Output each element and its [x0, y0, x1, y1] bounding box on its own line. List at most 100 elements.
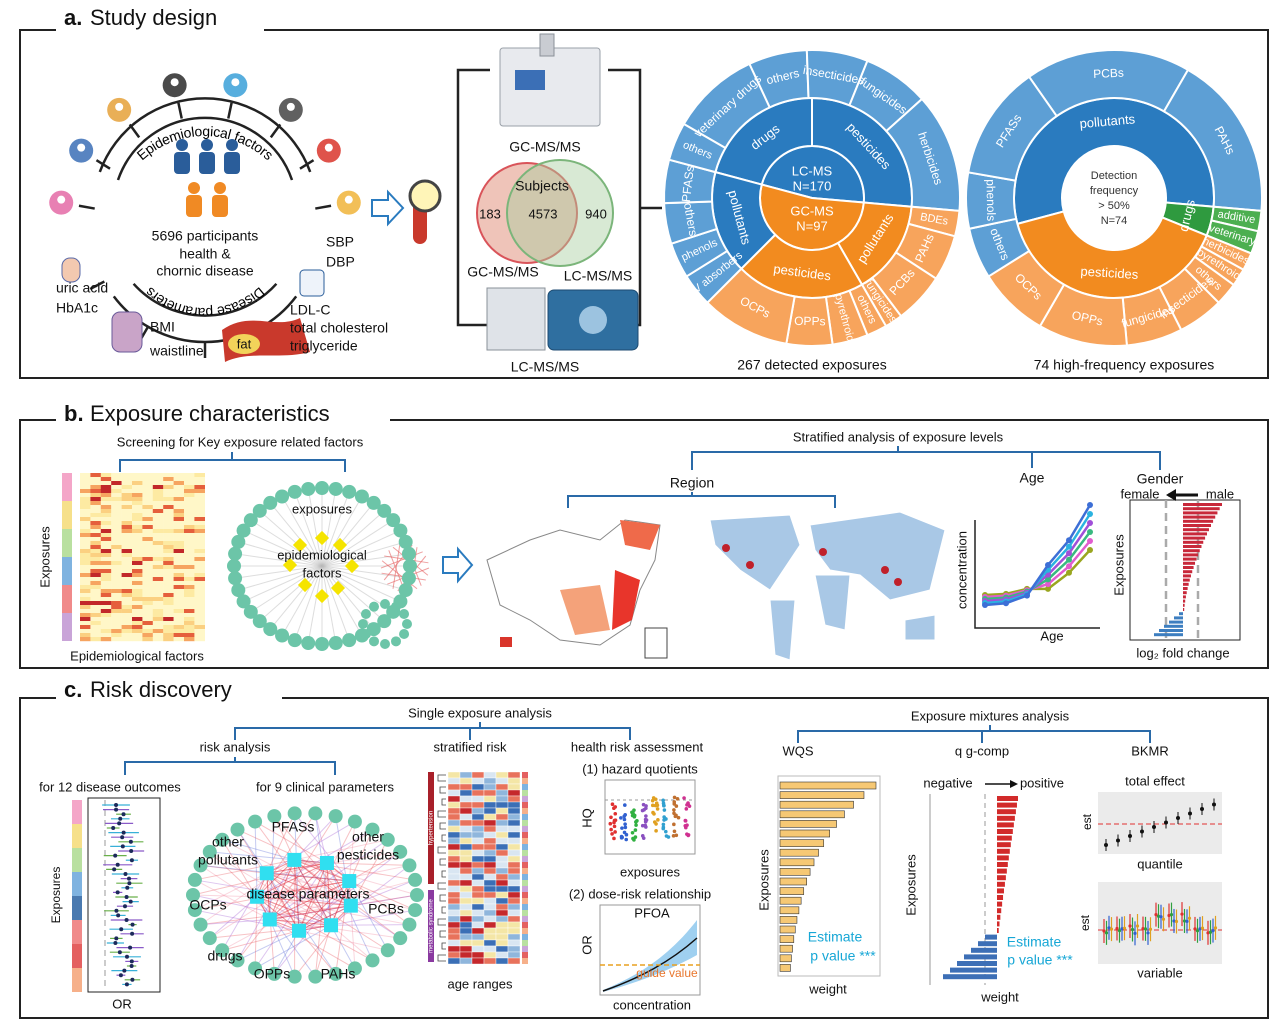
heat-cell [111, 617, 122, 622]
dendrogram [437, 846, 446, 854]
network-10: PAHs [321, 966, 356, 982]
heat-cell [80, 481, 91, 486]
heat-cell [80, 561, 91, 566]
estimate [124, 954, 129, 959]
dendrogram [439, 894, 446, 902]
strat-cell [471, 873, 485, 881]
heat-cell [100, 569, 112, 574]
age-point [1024, 592, 1030, 599]
mixtures: Exposure mixtures analysis [911, 708, 1070, 723]
heat-cell [132, 489, 143, 494]
sunburst-frequent-inner-1: drugs [1176, 197, 1198, 233]
heat-cell [142, 573, 153, 578]
icon [61, 257, 81, 283]
letter: b. [64, 401, 84, 426]
estimate [124, 982, 129, 987]
sunburst-frequent-outer-12: phenols [983, 179, 998, 221]
dose-guide: guide value [636, 966, 698, 980]
side-cell [522, 892, 528, 898]
person-body [199, 152, 215, 174]
heat-cell [142, 581, 153, 586]
heat-cell [100, 597, 112, 602]
heat-cell [80, 541, 91, 546]
dose-x: concentration [613, 997, 691, 1012]
strat-cell [447, 861, 461, 869]
heat-cell [80, 473, 91, 478]
person-head [176, 139, 188, 151]
node [328, 481, 343, 496]
heat-cell [142, 589, 153, 594]
edge [350, 905, 401, 939]
wqs-y: Exposures [756, 849, 771, 911]
edge [221, 839, 271, 920]
heat-cell [100, 637, 112, 642]
venn-gc: GC-MS/MS [467, 264, 539, 280]
heat-cell [111, 609, 122, 614]
side-bar [62, 585, 72, 613]
dendrogram [441, 870, 446, 878]
heat-cell [121, 581, 133, 586]
heat-cell [194, 481, 205, 486]
strat-cell [483, 849, 497, 857]
heat-cell [194, 601, 205, 606]
edge [266, 872, 352, 907]
strat-cell [495, 933, 509, 941]
strat-cell [447, 783, 461, 791]
heat-cell [163, 569, 174, 574]
heat-cell [100, 601, 112, 606]
strat-cell [447, 843, 461, 851]
node [380, 639, 390, 649]
edge [221, 872, 268, 951]
heat-cell [111, 565, 122, 570]
node [215, 832, 230, 847]
qg-bar [997, 928, 999, 933]
heat-cell [121, 529, 133, 534]
heat-cell [132, 513, 143, 518]
estimate [111, 826, 116, 830]
heat-cell [111, 501, 122, 506]
edge [348, 880, 389, 951]
node [215, 943, 230, 958]
heat-cell [100, 553, 112, 558]
edge [194, 880, 350, 911]
sunburst-frequent-center-1: frequency [1090, 185, 1139, 197]
gender-bar [1183, 574, 1191, 578]
heat-cell [90, 557, 101, 562]
estimate [117, 821, 122, 826]
estimate [114, 803, 119, 807]
heat-cell [90, 549, 101, 554]
strat-cell [495, 831, 509, 839]
side-cell [522, 946, 528, 952]
factor-node [330, 580, 346, 596]
heat-cell [142, 481, 153, 486]
heat-cell [80, 505, 91, 510]
heat-cell [184, 565, 195, 570]
strat-cell [495, 855, 509, 863]
tick [269, 123, 282, 139]
strat-cell [471, 897, 485, 905]
heat-cell [90, 545, 101, 550]
heat-cell [194, 625, 205, 630]
heat-cell [90, 509, 101, 514]
heat-cell [100, 509, 112, 514]
heat-cell [132, 581, 143, 586]
hq-point [609, 815, 613, 820]
heat-cell [152, 537, 164, 542]
heat-cell [111, 605, 122, 610]
heat-cell [173, 485, 185, 490]
node [342, 484, 357, 499]
edge [194, 879, 271, 920]
heat-cell [90, 553, 101, 558]
strat-cell [483, 903, 497, 911]
strat-cell [507, 867, 521, 875]
methods-2: BKMR [1131, 743, 1169, 758]
node [365, 822, 380, 837]
heat-cell [80, 501, 91, 506]
edge [392, 544, 401, 589]
param-node [324, 918, 339, 933]
edge [314, 813, 328, 864]
bkmr-point [1193, 927, 1197, 931]
heat-cell [152, 597, 164, 602]
strat-cell [459, 927, 473, 935]
estimate [120, 844, 125, 849]
